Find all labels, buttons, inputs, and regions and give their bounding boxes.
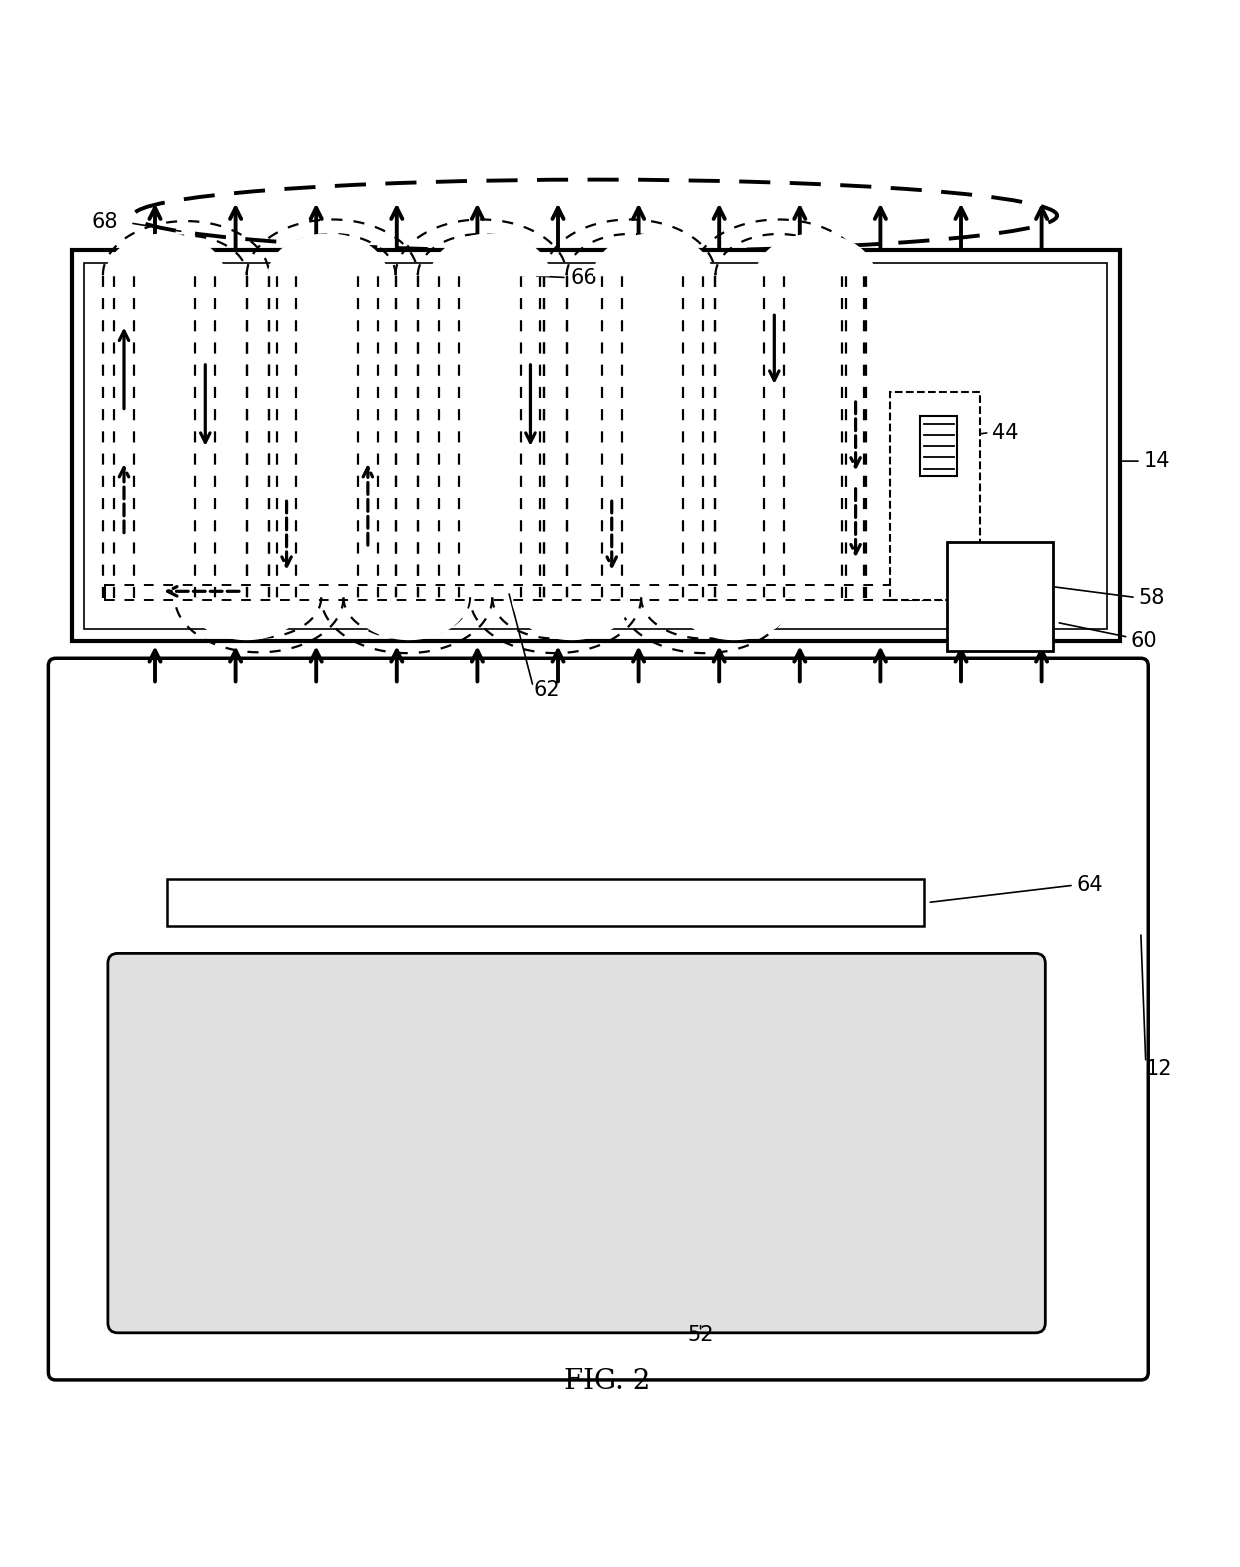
- FancyBboxPatch shape: [872, 1125, 946, 1180]
- FancyBboxPatch shape: [575, 1025, 641, 1078]
- Text: 68: 68: [92, 212, 118, 232]
- FancyBboxPatch shape: [766, 1025, 831, 1078]
- FancyBboxPatch shape: [405, 1077, 475, 1131]
- Text: 60: 60: [1131, 632, 1157, 650]
- FancyBboxPatch shape: [386, 970, 450, 1025]
- FancyBboxPatch shape: [449, 1025, 513, 1078]
- FancyBboxPatch shape: [893, 1025, 957, 1078]
- FancyBboxPatch shape: [610, 1077, 680, 1131]
- FancyBboxPatch shape: [133, 1225, 198, 1280]
- FancyBboxPatch shape: [262, 1225, 327, 1280]
- FancyBboxPatch shape: [512, 1025, 578, 1078]
- FancyBboxPatch shape: [201, 1077, 270, 1131]
- FancyBboxPatch shape: [766, 970, 831, 1025]
- FancyBboxPatch shape: [842, 1175, 932, 1230]
- FancyBboxPatch shape: [355, 1125, 429, 1180]
- FancyBboxPatch shape: [428, 1125, 503, 1180]
- FancyBboxPatch shape: [650, 1125, 725, 1180]
- FancyBboxPatch shape: [196, 970, 260, 1025]
- FancyBboxPatch shape: [640, 970, 704, 1025]
- FancyBboxPatch shape: [542, 1077, 611, 1131]
- FancyBboxPatch shape: [665, 1175, 754, 1230]
- FancyBboxPatch shape: [890, 1225, 956, 1280]
- FancyBboxPatch shape: [449, 970, 513, 1025]
- Text: 66: 66: [570, 268, 598, 288]
- FancyBboxPatch shape: [487, 1175, 577, 1230]
- FancyBboxPatch shape: [502, 1125, 577, 1180]
- FancyBboxPatch shape: [221, 1175, 311, 1230]
- Text: 64: 64: [1076, 876, 1102, 895]
- FancyBboxPatch shape: [269, 1077, 339, 1131]
- FancyBboxPatch shape: [893, 970, 957, 1025]
- FancyBboxPatch shape: [640, 1025, 704, 1078]
- FancyBboxPatch shape: [945, 1125, 1021, 1180]
- FancyBboxPatch shape: [197, 1225, 263, 1280]
- Bar: [947, 542, 1053, 650]
- FancyBboxPatch shape: [575, 970, 641, 1025]
- FancyBboxPatch shape: [386, 1025, 450, 1078]
- FancyBboxPatch shape: [883, 1077, 952, 1131]
- FancyBboxPatch shape: [280, 1125, 356, 1180]
- FancyBboxPatch shape: [951, 1077, 1021, 1131]
- FancyBboxPatch shape: [474, 1077, 543, 1131]
- FancyBboxPatch shape: [133, 970, 197, 1025]
- Bar: [890, 392, 980, 600]
- FancyBboxPatch shape: [797, 1125, 873, 1180]
- FancyBboxPatch shape: [956, 1025, 1021, 1078]
- FancyBboxPatch shape: [753, 1175, 843, 1230]
- FancyBboxPatch shape: [512, 970, 578, 1025]
- FancyBboxPatch shape: [133, 1125, 208, 1180]
- FancyBboxPatch shape: [259, 970, 324, 1025]
- Text: FIG. 2: FIG. 2: [564, 1368, 651, 1395]
- FancyBboxPatch shape: [326, 1225, 827, 1280]
- FancyBboxPatch shape: [398, 1175, 489, 1230]
- FancyBboxPatch shape: [724, 1125, 799, 1180]
- FancyBboxPatch shape: [48, 658, 1148, 1381]
- FancyBboxPatch shape: [207, 1125, 281, 1180]
- FancyBboxPatch shape: [815, 1077, 884, 1131]
- FancyBboxPatch shape: [930, 1175, 1021, 1230]
- Bar: [84, 263, 1107, 628]
- FancyBboxPatch shape: [703, 970, 768, 1025]
- FancyBboxPatch shape: [196, 1025, 260, 1078]
- Bar: [920, 417, 957, 476]
- FancyBboxPatch shape: [830, 970, 894, 1025]
- FancyBboxPatch shape: [575, 1125, 651, 1180]
- FancyBboxPatch shape: [310, 1175, 399, 1230]
- FancyBboxPatch shape: [746, 1077, 816, 1131]
- FancyBboxPatch shape: [830, 1025, 894, 1078]
- FancyBboxPatch shape: [133, 1175, 223, 1230]
- Bar: [72, 251, 1120, 641]
- Text: 58: 58: [1138, 588, 1164, 608]
- FancyBboxPatch shape: [337, 1077, 407, 1131]
- Text: 44: 44: [992, 423, 1018, 442]
- FancyBboxPatch shape: [955, 1225, 1021, 1280]
- FancyBboxPatch shape: [108, 953, 1045, 1334]
- FancyBboxPatch shape: [956, 970, 1021, 1025]
- FancyBboxPatch shape: [575, 1175, 666, 1230]
- FancyBboxPatch shape: [133, 1077, 202, 1131]
- Text: 12: 12: [1146, 1059, 1172, 1078]
- FancyBboxPatch shape: [678, 1077, 748, 1131]
- FancyBboxPatch shape: [322, 970, 387, 1025]
- FancyBboxPatch shape: [826, 1225, 892, 1280]
- Text: 62: 62: [533, 680, 559, 700]
- Text: 14: 14: [1143, 451, 1169, 472]
- FancyBboxPatch shape: [703, 1025, 768, 1078]
- FancyBboxPatch shape: [259, 1025, 324, 1078]
- Text: 52: 52: [687, 1326, 714, 1346]
- Bar: [167, 879, 924, 926]
- FancyBboxPatch shape: [322, 1025, 387, 1078]
- FancyBboxPatch shape: [133, 1025, 197, 1078]
